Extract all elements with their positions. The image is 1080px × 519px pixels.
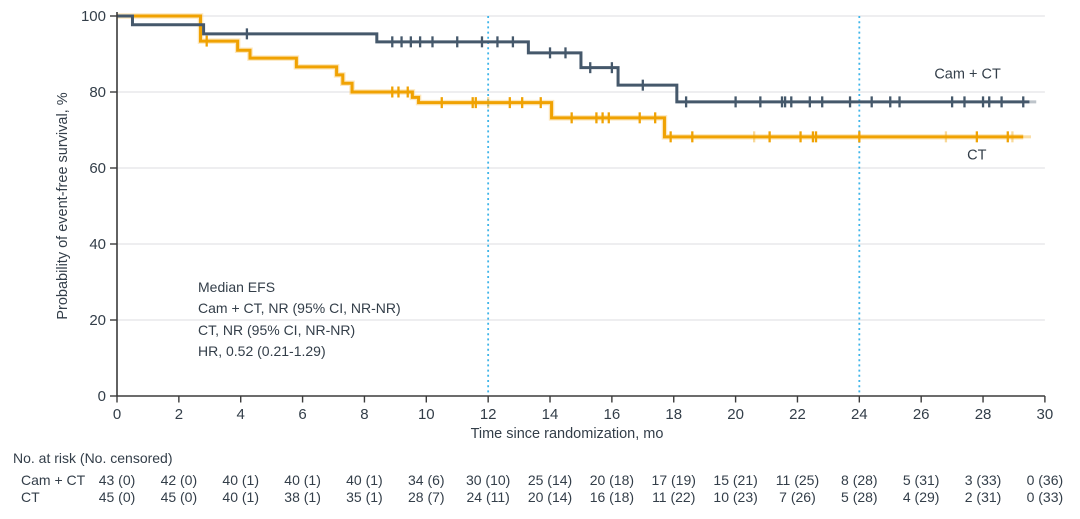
risk-cell: 16 (18) [589,489,635,505]
x-axis-title: Time since randomization, mo [470,426,664,442]
median-efs-annotation: Median EFS Cam + CT, NR (95% CI, NR-NR) … [198,277,401,362]
risk-cell: 30 (10) [465,472,511,488]
x-tick-label-30: 30 [1037,406,1054,423]
risk-cell: 40 (1) [346,472,383,488]
survival-curve-ct [117,14,1024,139]
risk-cell: 5 (31) [902,472,940,488]
risk-cell: 40 (1) [222,489,259,505]
series-layer [117,13,1037,143]
risk-cell: 2 (31) [964,489,1002,505]
x-tick-label-28: 28 [975,406,992,423]
risk-cell: 38 (1) [284,489,321,505]
risk-cell: 34 (6) [408,472,445,488]
risk-cell: 0 (33) [1026,489,1064,505]
x-tick-label-4: 4 [237,406,245,423]
risk-row-label-ct: CT [21,489,40,505]
risk-cell: 24 (11) [466,489,510,505]
annotation-line-ct: CT, NR (95% CI, NR-NR) [198,321,356,338]
y-tick-label-40: 40 [89,236,106,253]
risk-cell: 8 (28) [841,472,878,488]
grid-layer [117,15,1045,321]
risk-cell: 10 (23) [713,489,758,505]
risk-cell: 25 (14) [527,472,573,488]
risk-table-header: No. at risk (No. censored) [13,450,173,466]
x-tick-label-18: 18 [665,406,682,423]
risk-cell: 0 (36) [1026,472,1064,488]
y-axis-title: Probability of event-free survival, % [55,92,71,320]
x-tick-label-8: 8 [360,406,368,423]
ref-layer [487,16,861,396]
series-label-cam-ct: Cam + CT [934,67,1001,83]
survival-curve-cam-ct [117,14,1030,104]
risk-cell: 28 (7) [408,489,445,505]
risk-row-ct: CT 45 (0) 45 (0) 40 (1) 38 (1) 35 (1) 28 (7) 2… [0,489,1080,505]
x-tick-label-24: 24 [851,406,868,423]
y-tick-label-20: 20 [89,312,106,329]
annotation-line-cam-ct: Cam + CT, NR (95% CI, NR-NR) [198,300,401,317]
y-tick-label-100: 100 [81,8,106,25]
risk-cell: 43 (0) [98,472,136,488]
x-tick-label-12: 12 [480,406,497,423]
risk-cell: 40 (1) [284,472,321,488]
series-label-ct: CT [967,147,986,163]
x-tick-label-20: 20 [727,406,744,423]
risk-cell: 15 (21) [713,472,758,488]
annotation-line-hr: HR, 0.52 (0.21-1.29) [198,342,326,359]
x-tick-label-22: 22 [789,406,806,423]
risk-cell: 11 (22) [652,489,696,505]
x-tick-label-16: 16 [604,406,621,423]
x-tick-label-26: 26 [913,406,930,423]
risk-cell: 3 (33) [964,472,1002,488]
risk-cell: 40 (1) [222,472,259,488]
risk-cell: 20 (18) [589,472,635,488]
y-tick-label-0: 0 [98,388,106,405]
risk-cell: 35 (1) [346,489,383,505]
risk-cell: 42 (0) [160,472,198,488]
risk-row-cam-ct: Cam + CT 43 (0) 42 (0) 40 (1) 40 (1) 40 (1) 3… [0,472,1080,488]
axis-layer [110,12,1046,403]
risk-cell: 45 (0) [160,489,198,505]
risk-cell: 45 (0) [98,489,136,505]
risk-row-label-cam-ct: Cam + CT [21,472,86,488]
annotation-line-median-efs: Median EFS [198,279,276,295]
x-tick-label-2: 2 [175,406,183,423]
x-tick-label-14: 14 [542,406,559,423]
risk-cell: 20 (14) [527,489,573,505]
x-tick-label-0: 0 [113,406,121,423]
x-tick-label-10: 10 [418,406,435,423]
y-tick-label-60: 60 [89,160,106,177]
y-tick-label-80: 80 [89,84,106,101]
risk-cell: 17 (19) [651,472,696,488]
risk-cell: 11 (25) [775,472,820,488]
risk-cell: 7 (26) [779,489,816,505]
risk-cell: 4 (29) [902,489,940,505]
x-tick-label-6: 6 [298,406,306,423]
risk-cell: 5 (28) [841,489,878,505]
